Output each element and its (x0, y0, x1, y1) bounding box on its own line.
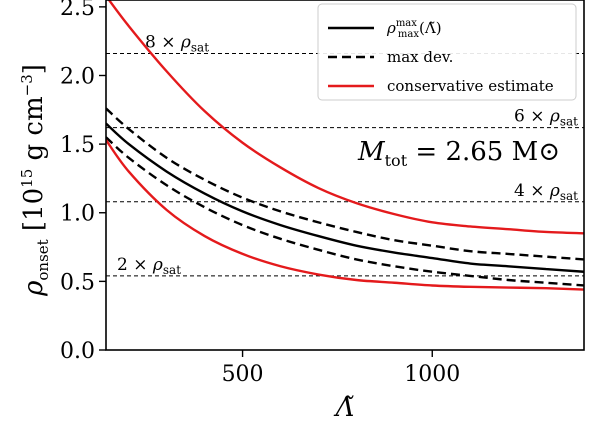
y-tick-label-4: 2.0 (60, 64, 95, 89)
y-tick-label-5: 2.5 (60, 0, 95, 21)
series-line-3 (107, 0, 584, 235)
series-line-1 (106, 107, 584, 261)
reference-line-label-2: 6 × ρsat (514, 107, 578, 129)
legend-box (317, 3, 577, 101)
legend-label-0: ρmax max(Λ̃) (386, 18, 442, 40)
legend: ρmax max(Λ̃) max dev. conservative estimate (317, 3, 577, 101)
series-lines (106, 0, 584, 291)
y-axis-title: ρonset [1015 g cm−3] (18, 64, 52, 297)
mass-annotation: Mtot = 2.65 M⊙ (357, 137, 560, 170)
legend-label-1: max dev. (387, 48, 453, 66)
legend-label-2: conservative estimate (387, 77, 554, 95)
plot-frame (105, 0, 585, 351)
series-line-0 (106, 122, 584, 273)
reference-line-label-0: 2 × ρsat (117, 255, 181, 277)
y-tick-label-3: 1.5 (60, 133, 95, 158)
svg-text:ρonset [1015 g cm−3]: ρonset [1015 g cm−3] (18, 64, 52, 297)
reference-line-label-1: 4 × ρsat (514, 181, 578, 203)
y-tick-label-2: 1.0 (60, 202, 95, 227)
series-line-4 (106, 139, 584, 291)
y-tick-label-1: 0.5 (60, 270, 95, 295)
x-tick-label-0: 500 (222, 362, 264, 387)
x-axis-title: Λ̃ (334, 393, 355, 423)
reference-line-labels: 2 × ρsat 4 × ρsat 6 × ρsat 8 × ρsat (117, 33, 578, 277)
y-tick-label-0: 0.0 (60, 339, 95, 364)
x-tick-label-1: 1000 (404, 362, 460, 387)
reference-line-label-3: 8 × ρsat (145, 33, 209, 55)
axes: 0.0 0.5 1.0 1.5 2.0 2.5 500 1000 (60, 0, 585, 387)
